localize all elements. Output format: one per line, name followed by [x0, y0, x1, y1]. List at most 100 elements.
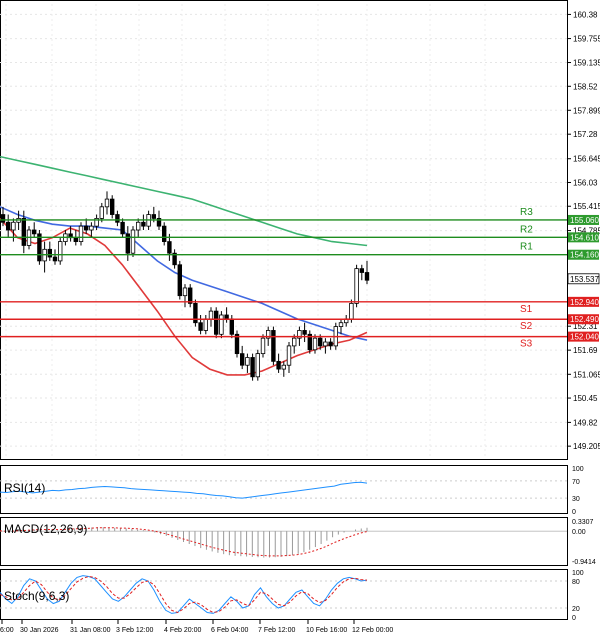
candle-body	[297, 330, 302, 339]
candle-body	[187, 287, 193, 304]
candle-body	[224, 314, 229, 320]
time-tick-label: 7 Feb 12:00	[258, 627, 295, 634]
time-tick-label: 4 Feb 20:00	[164, 627, 201, 634]
pivot-level-tag	[568, 314, 599, 325]
stoch-tick-label: 20	[572, 606, 580, 613]
pivot-level-label: S3	[520, 339, 533, 350]
current-price-marker: 153.537	[567, 273, 600, 285]
candle-body	[172, 252, 177, 266]
macd-panel-frame	[0, 517, 568, 566]
candle-body	[37, 233, 42, 262]
candle-body	[208, 310, 214, 320]
candle-body	[359, 268, 364, 273]
price-tick-label: 160.38	[573, 10, 598, 19]
candle-body	[11, 221, 16, 231]
candle-body	[89, 225, 94, 231]
candle-body	[167, 241, 172, 254]
moving-average-line	[0, 206, 368, 341]
price-tick-label: 159.135	[573, 59, 600, 68]
candle-body	[52, 256, 58, 262]
candle-body	[291, 337, 297, 347]
moving-average-line	[0, 155, 368, 247]
candle-body	[130, 229, 136, 254]
candle-body	[260, 337, 266, 355]
candle-body	[193, 303, 198, 324]
rsi-tick-label: 70	[572, 479, 580, 486]
stoch-axis: 100 80 20 0	[572, 570, 584, 622]
price-axis: 160.38 159.755 159.135 158.52 157.899 157.28 1…	[567, 10, 600, 451]
time-tick-label: 12 Feb 00:00	[352, 627, 393, 634]
candle-body	[21, 218, 26, 246]
rsi-panel: RSI(14) 100 70 30 0	[0, 465, 584, 516]
candle-body	[115, 214, 120, 223]
pivot-level-tag	[568, 249, 599, 260]
pivot-level-tag-text: 152.040	[570, 333, 599, 342]
pivot-level-label: R2	[520, 224, 533, 235]
candle-body	[182, 287, 188, 297]
current-price-tag	[567, 273, 600, 285]
candle-body	[0, 214, 6, 223]
candle-body	[234, 333, 240, 355]
macd-axis: 0.3307 0.00 -0.9414	[572, 519, 596, 566]
price-tick-label: 150.45	[573, 394, 598, 403]
candle-body	[84, 225, 89, 231]
time-tick-label: 3 Feb 12:00	[116, 627, 153, 634]
candle-body	[151, 214, 156, 219]
candle-body	[156, 218, 162, 227]
rsi-tick-label: 100	[572, 466, 584, 473]
candle-body	[302, 330, 307, 335]
time-tick-label: 31 Jan 08:00	[70, 627, 111, 634]
rsi-series-line	[0, 481, 368, 499]
stoch-title: Stoch(9,6,3)	[4, 589, 69, 603]
pivot-level-tags: 155.060 154.610 154.160 152.940 152.490 152.0…	[568, 214, 599, 342]
macd-signal-line	[0, 527, 368, 557]
candle-body	[265, 330, 271, 339]
pivot-level-tag	[568, 232, 599, 243]
stoch-tick-label: 80	[572, 579, 580, 586]
candle-body	[255, 353, 260, 378]
price-tick-label: 156.645	[573, 155, 600, 164]
pivot-level-tag	[568, 331, 599, 342]
macd-signal-polyline	[0, 527, 368, 557]
price-grid	[0, 4, 567, 456]
macd-tick-label: -0.9414	[572, 559, 596, 566]
pivot-levels: R3 R2 R1 S1 S2 S3	[0, 207, 567, 350]
price-tick-label: 157.28	[573, 130, 598, 139]
time-tick-label: 10 Feb 16:00	[306, 627, 347, 634]
candle-body	[364, 272, 370, 281]
candle-body	[281, 364, 286, 370]
moving-averages	[0, 155, 368, 376]
candle-body	[58, 241, 63, 262]
stoch-tick-label: 100	[572, 570, 584, 577]
candle-body	[328, 341, 333, 347]
pivot-level-label: R1	[520, 242, 533, 253]
candle-body	[338, 322, 344, 327]
candle-body	[94, 218, 99, 227]
macd-tick-label: 0.3307	[572, 519, 594, 526]
candle-body	[271, 330, 276, 362]
candle-body	[47, 248, 52, 258]
price-tick-label: 158.52	[573, 82, 598, 91]
rsi-axis: 100 70 30 0	[572, 466, 584, 516]
macd-title: MACD(12,26,9)	[4, 522, 87, 536]
candle-body	[120, 221, 125, 235]
candle-body	[73, 237, 78, 242]
candle-body	[250, 357, 255, 378]
candle-body	[203, 318, 208, 331]
price-tick-label: 149.82	[573, 418, 598, 427]
current-price-tag-text: 153.537	[570, 275, 599, 284]
candle-body	[99, 206, 104, 219]
price-tick-label: 154.785	[573, 227, 600, 236]
time-axis: 6:00 30 Jan 2026 31 Jan 08:00 3 Feb 12:00 4 …	[0, 620, 393, 634]
candle-body	[177, 264, 182, 297]
candle-body	[286, 345, 292, 366]
rsi-line	[0, 481, 368, 499]
candle-body	[198, 322, 203, 331]
candle-body	[32, 229, 37, 235]
price-tick-label: 156.03	[573, 178, 598, 187]
price-tick-label: 151.065	[573, 370, 600, 379]
stoch-series-line	[0, 575, 368, 614]
candle-body	[219, 314, 224, 335]
